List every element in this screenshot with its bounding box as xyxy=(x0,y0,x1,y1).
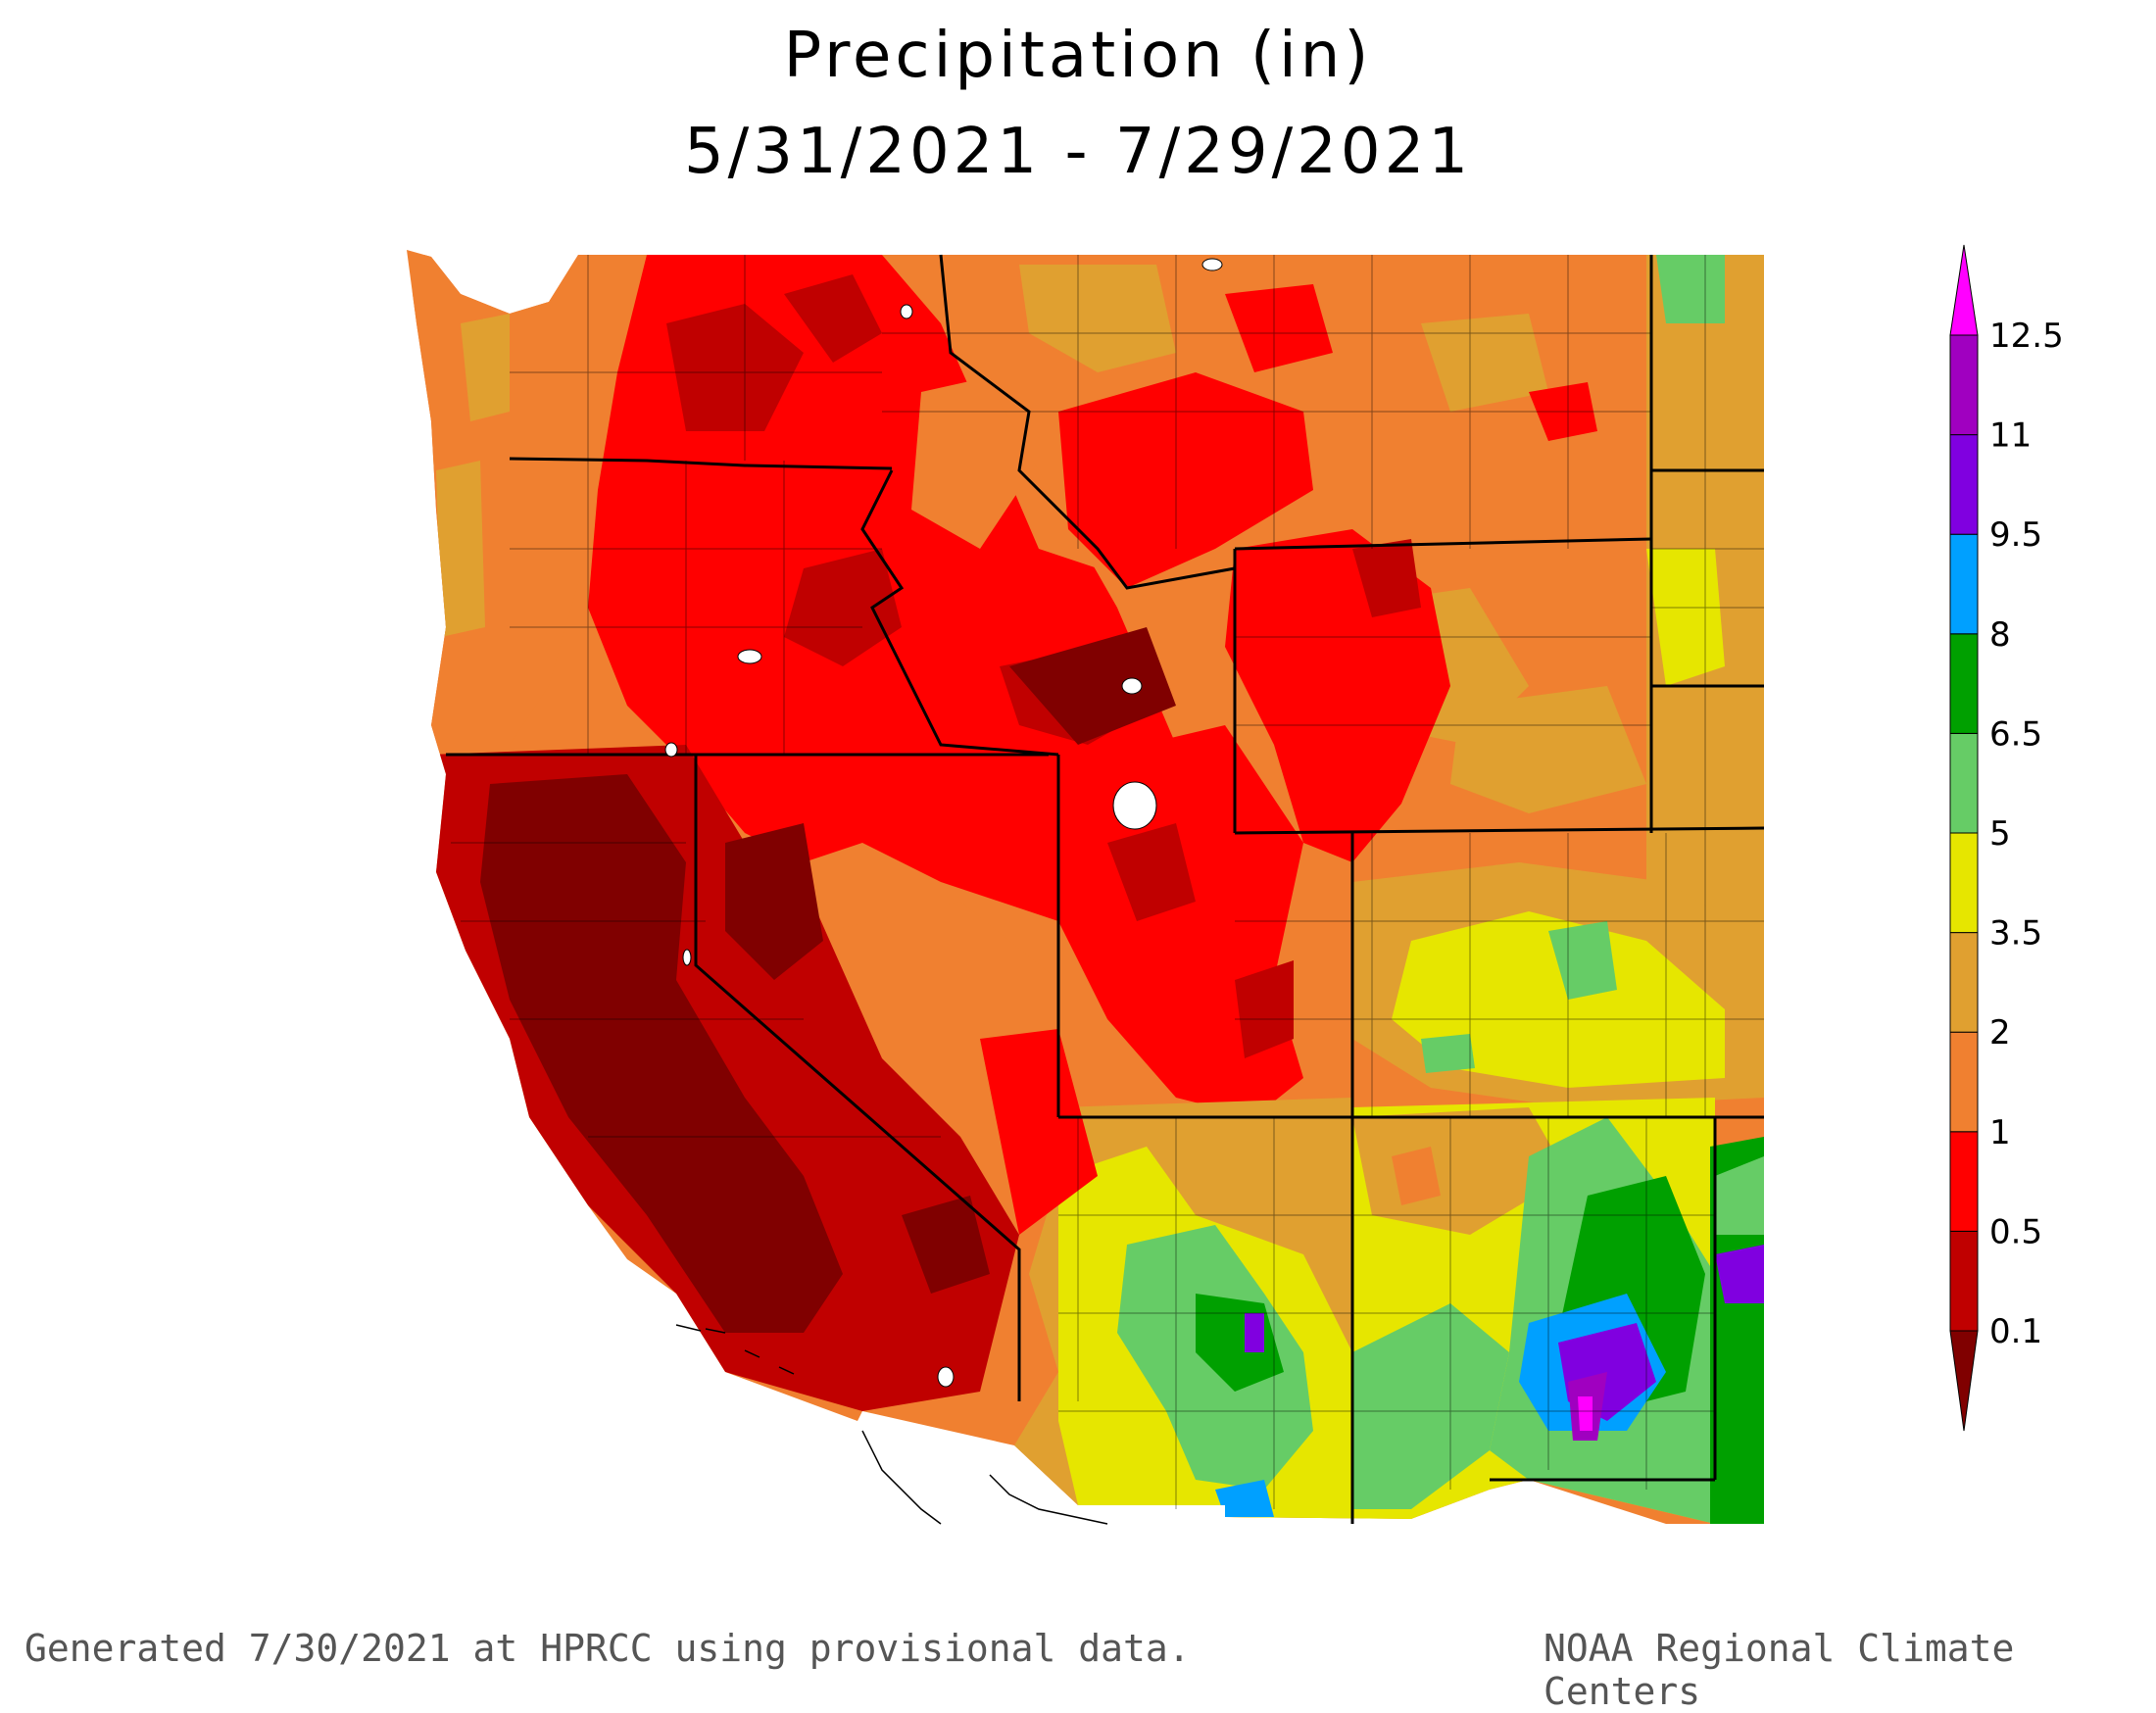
colorbar-band xyxy=(1949,633,1979,734)
colorbar-tick-label: 0.5 xyxy=(1989,1212,2042,1251)
map-date-range: 5/31/2021 - 7/29/2021 xyxy=(683,116,1473,188)
precipitation-fill xyxy=(407,250,1764,1524)
footer-credit: NOAA Regional Climate Centers xyxy=(1544,1627,2015,1713)
channel-islands xyxy=(675,1324,1108,1525)
colorbar-band xyxy=(1949,334,1979,436)
colorbar-tick-label: 12.5 xyxy=(1989,317,2064,356)
colorbar-band xyxy=(1949,832,1979,934)
colorbar-band xyxy=(1949,1230,1979,1332)
colorbar-tick-label: 9.5 xyxy=(1989,515,2042,555)
colorbar-tick-label: 2 xyxy=(1989,1013,2011,1052)
map-title: Precipitation (in) xyxy=(783,20,1373,92)
county-borders xyxy=(451,255,1764,1509)
colorbar-max-arrow xyxy=(1949,244,1979,336)
colorbar-band xyxy=(1949,533,1979,635)
precipitation-map: 0.1 0.5 1 2 3.5 5 6.5 8 9.5 11 12.5 xyxy=(407,244,2064,1525)
colorbar-tick-label: 0.1 xyxy=(1989,1312,2042,1351)
colorbar-band xyxy=(1949,1031,1979,1133)
colorbar-band xyxy=(1949,1131,1979,1232)
colorbar-tick-label: 8 xyxy=(1989,615,2011,655)
colorbar-min-arrow xyxy=(1949,1330,1979,1432)
state-borders xyxy=(446,254,1765,1524)
colorbar: 0.1 0.5 1 2 3.5 5 6.5 8 9.5 11 12.5 xyxy=(1949,244,2064,1432)
colorbar-tick-label: 5 xyxy=(1989,814,2011,854)
colorbar-tick-label: 3.5 xyxy=(1989,914,2042,954)
colorbar-tick-label: 1 xyxy=(1989,1113,2011,1152)
colorbar-band xyxy=(1949,932,1979,1033)
colorbar-tick-label: 11 xyxy=(1989,416,2032,456)
lakes xyxy=(664,258,1223,1388)
colorbar-tick-label: 6.5 xyxy=(1989,714,2042,754)
colorbar-band xyxy=(1949,732,1979,834)
footer-generated-note: Generated 7/30/2021 at HPRCC using provi… xyxy=(24,1627,1191,1670)
colorbar-band xyxy=(1949,434,1979,535)
